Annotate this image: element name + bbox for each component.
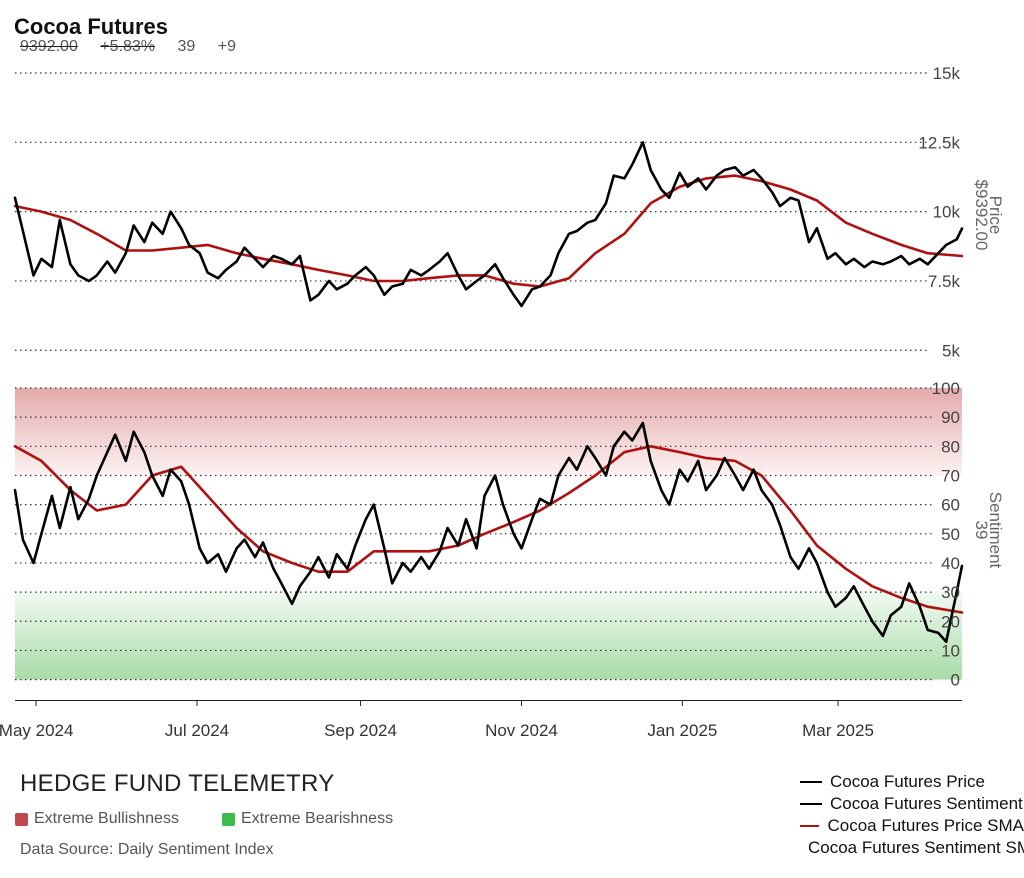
- price-tick-label: 5k: [942, 341, 960, 360]
- legend: Cocoa Futures Price Cocoa Futures Sentim…: [800, 771, 1024, 859]
- bullish-swatch: [15, 812, 28, 826]
- legend-price-line: [800, 780, 822, 784]
- sentiment-stat: 39: [177, 38, 196, 55]
- bullish-key-label: Extreme Bullishness: [34, 810, 179, 827]
- header-stats: 9392.00 +5.83% 39 +9: [20, 38, 254, 56]
- x-tick-label: Jan 2025: [647, 721, 717, 740]
- bullish-key: Extreme Bullishness: [15, 810, 179, 828]
- legend-item-price[interactable]: Cocoa Futures Price: [800, 771, 1024, 793]
- bearish-key: Extreme Bearishness: [222, 810, 393, 828]
- price-tick-label: 12.5k: [918, 133, 960, 152]
- x-tick-label: May 2024: [0, 721, 73, 740]
- sentiment-tick-label: 0: [951, 671, 960, 690]
- price-tick-label: 15k: [933, 64, 961, 83]
- price-last-value: $9392.00: [972, 180, 991, 251]
- sentiment-tick-label: 20: [941, 612, 960, 631]
- brand-label: HEDGE FUND TELEMETRY: [20, 770, 335, 797]
- legend-sentiment-sma-label: Cocoa Futures Sentiment SMA: [808, 838, 1024, 857]
- price-tick-label: 7.5k: [928, 272, 961, 291]
- sentiment-change-stat: +9: [217, 38, 236, 55]
- price-tick-label: 10k: [933, 203, 961, 222]
- sentiment-line: [13, 421, 964, 643]
- bearish-swatch: [222, 812, 235, 826]
- sentiment-last-value: 39: [972, 521, 991, 540]
- bearish-key-label: Extreme Bearishness: [241, 810, 394, 827]
- legend-price-sma-line: [800, 824, 820, 828]
- sentiment-tick-label: 80: [941, 437, 960, 456]
- price-stat: 9392.00: [20, 38, 78, 55]
- legend-price-label: Cocoa Futures Price: [830, 772, 985, 791]
- extreme-bullish-zone: [15, 388, 962, 476]
- sentiment-axis-title: Sentiment: [986, 492, 1005, 569]
- extreme-bearish-zone: [15, 592, 962, 680]
- legend-item-sentiment[interactable]: Cocoa Futures Sentiment: [800, 793, 1024, 815]
- x-tick-label: Mar 2025: [802, 721, 874, 740]
- sentiment-tick-label: 100: [932, 379, 960, 398]
- sentiment-tick-label: 50: [941, 525, 960, 544]
- legend-item-sentiment-sma[interactable]: Cocoa Futures Sentiment SMA: [800, 837, 1024, 859]
- legend-price-sma-label: Cocoa Futures Price SMA: [827, 816, 1024, 835]
- price-axis-title: Price: [986, 196, 1005, 235]
- price-line: [13, 141, 964, 308]
- x-tick-label: Jul 2024: [165, 721, 229, 740]
- sentiment-tick-label: 10: [941, 641, 960, 660]
- x-tick-label: Nov 2024: [485, 721, 558, 740]
- legend-sentiment-label: Cocoa Futures Sentiment: [830, 794, 1023, 813]
- chart-title: Cocoa Futures: [14, 14, 169, 39]
- sentiment-tick-label: 60: [941, 496, 960, 515]
- sentiment-tick-label: 40: [941, 554, 960, 573]
- data-source: Data Source: Daily Sentiment Index: [20, 841, 274, 858]
- sentiment-tick-label: 90: [941, 408, 960, 427]
- legend-item-price-sma[interactable]: Cocoa Futures Price SMA: [800, 815, 1024, 837]
- sentiment-tick-label: 70: [941, 466, 960, 485]
- change-stat: +5.83%: [100, 38, 156, 55]
- legend-sentiment-line: [800, 802, 822, 806]
- sentiment-tick-label: 30: [941, 583, 960, 602]
- x-tick-label: Sep 2024: [324, 721, 397, 740]
